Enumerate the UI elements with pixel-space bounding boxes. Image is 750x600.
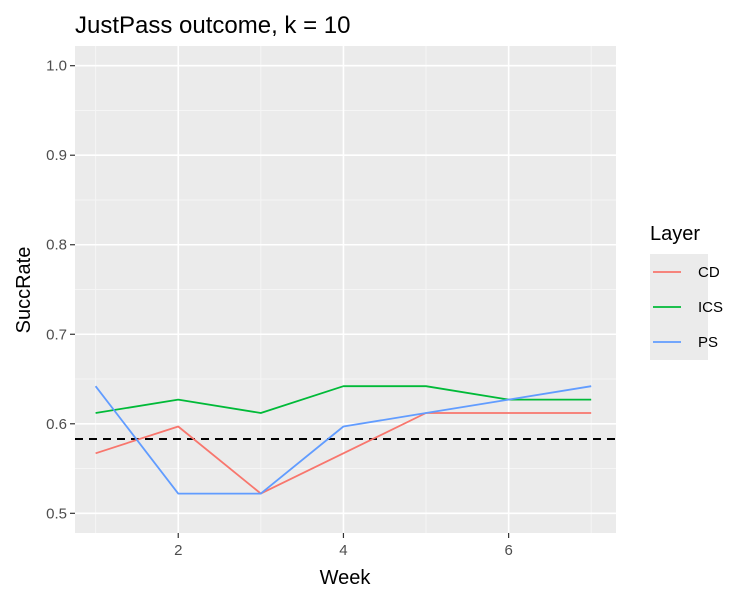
series-layer — [94, 385, 592, 495]
legend-label-cd: CD — [698, 264, 720, 281]
y-axis: 0.5 0.6 0.7 0.8 0.9 1.0 — [46, 58, 75, 522]
grid-minor — [75, 46, 616, 533]
x-tick-label: 2 — [174, 542, 182, 559]
chart-title: JustPass outcome, k = 10 — [75, 12, 350, 39]
legend-key-ics — [650, 291, 684, 325]
x-axis: 2 4 6 — [174, 533, 513, 559]
series-line-cd — [95, 412, 592, 495]
legend-label-ics: ICS — [698, 299, 723, 316]
y-axis-title: SuccRate — [13, 247, 35, 334]
series-line-ps — [94, 385, 592, 495]
y-tick-label: 0.9 — [46, 147, 67, 164]
legend-items: CD ICS PS — [650, 254, 723, 360]
x-tick-label: 4 — [339, 542, 347, 559]
legend-label-ps: PS — [698, 334, 718, 351]
legend-title: Layer — [650, 223, 700, 245]
y-tick-label: 0.6 — [46, 416, 67, 433]
x-tick-label: 6 — [504, 542, 512, 559]
legend: Layer CD ICS PS — [650, 223, 723, 360]
y-tick-label: 0.8 — [46, 237, 67, 254]
grid-major — [75, 46, 616, 533]
legend-key-cd — [650, 256, 684, 290]
y-tick-label: 1.0 — [46, 58, 67, 75]
x-axis-title: Week — [320, 567, 372, 589]
y-tick-label: 0.7 — [46, 326, 67, 343]
y-tick-label: 0.5 — [46, 505, 67, 522]
legend-key-ps — [650, 326, 684, 360]
